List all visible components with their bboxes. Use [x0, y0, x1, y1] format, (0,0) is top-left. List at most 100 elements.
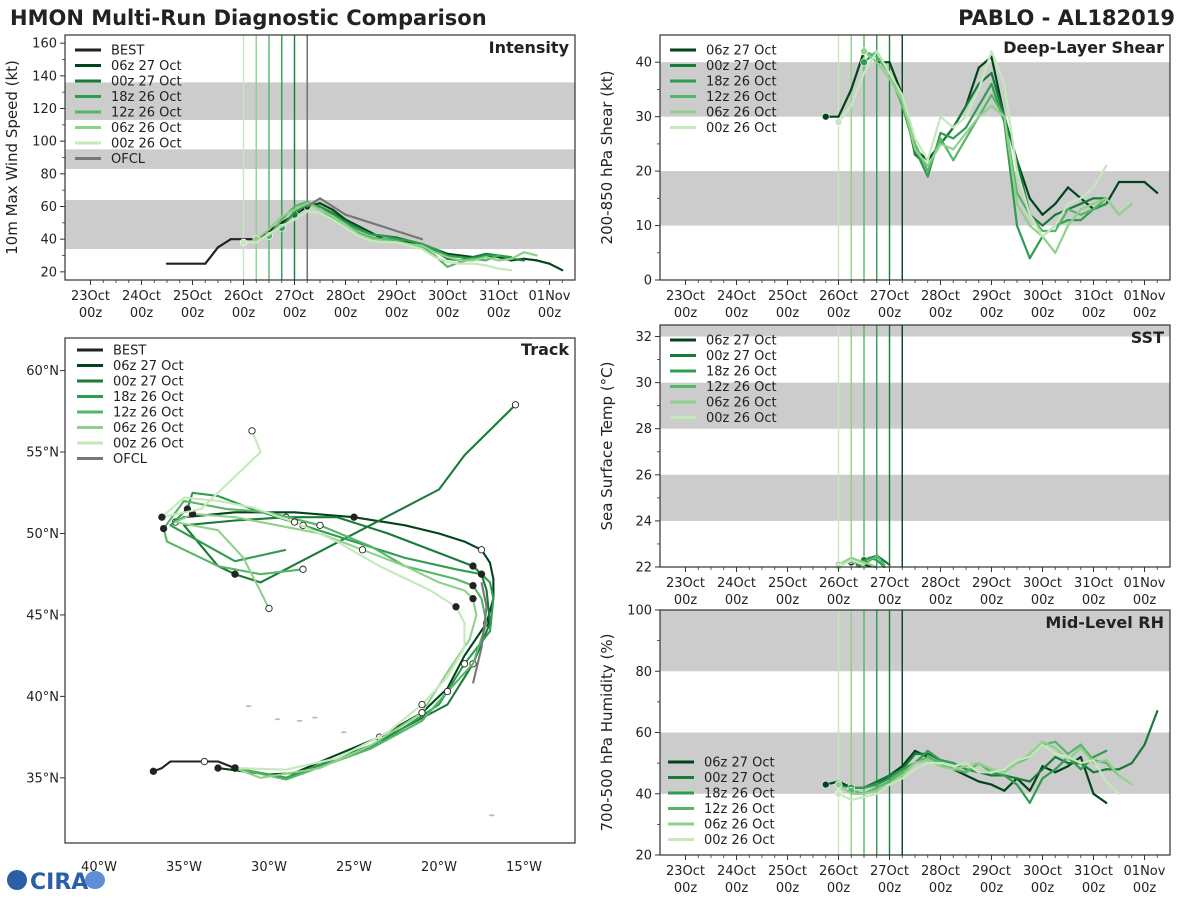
- lat-tick-label: 35°N: [26, 771, 59, 786]
- data-point: [1117, 180, 1121, 184]
- data-point: [1079, 202, 1082, 205]
- data-point: [1130, 202, 1133, 205]
- x-tick-hour: 00z: [776, 306, 800, 321]
- data-point: [939, 758, 942, 762]
- data-point: [344, 213, 347, 216]
- data-point: [1105, 202, 1108, 205]
- data-point: [913, 752, 917, 756]
- data-point: [1079, 743, 1082, 746]
- x-tick-hour: 00z: [1133, 593, 1157, 608]
- data-point: [888, 61, 891, 64]
- data-point: [888, 783, 891, 786]
- track-point: [290, 518, 299, 526]
- x-tick-date: 26Oct: [819, 864, 858, 879]
- data-point: [850, 88, 853, 91]
- legend-label: 06z 26 Oct: [706, 106, 777, 121]
- data-point: [1028, 789, 1031, 792]
- x-tick-hour: 00z: [538, 306, 562, 321]
- data-point: [318, 205, 322, 208]
- data-point: [1015, 170, 1019, 173]
- x-tick-hour: 00z: [1031, 306, 1055, 321]
- data-point: [964, 768, 968, 771]
- x-tick-date: 25Oct: [768, 864, 807, 879]
- data-point: [901, 768, 904, 771]
- data-point: [344, 226, 347, 229]
- track-point: [358, 546, 367, 554]
- data-point: [1105, 801, 1108, 805]
- x-tick-hour: 00z: [436, 306, 460, 321]
- data-point: [1003, 82, 1006, 86]
- init-marker: [834, 780, 843, 789]
- init-marker: [821, 780, 830, 789]
- track-point: [299, 565, 307, 573]
- legend-label: 12z 26 Oct: [111, 106, 182, 121]
- data-point: [1130, 180, 1133, 184]
- x-tick-date: 24Oct: [717, 289, 756, 304]
- data-point: [952, 126, 955, 129]
- y-tick-label: 60: [635, 726, 652, 741]
- shade-band: [660, 474, 1170, 521]
- x-tick-hour: 00z: [878, 593, 902, 608]
- data-point: [952, 159, 955, 162]
- data-point: [280, 218, 283, 221]
- x-tick-date: 31Oct: [1074, 289, 1113, 304]
- data-point: [1092, 186, 1095, 189]
- y-tick-label: 26: [635, 468, 652, 483]
- x-tick-date: 31Oct: [1074, 576, 1113, 591]
- x-tick-hour: 00z: [674, 306, 698, 321]
- data-point: [369, 221, 373, 224]
- data-point: [888, 774, 891, 777]
- x-tick-hour: 00z: [487, 306, 511, 321]
- data-point: [901, 774, 904, 777]
- x-tick-date: 25Oct: [173, 289, 212, 304]
- lat-tick-label: 40°N: [26, 690, 59, 705]
- data-point: [862, 795, 866, 798]
- legend-label: BEST: [113, 344, 146, 359]
- x-tick-hour: 00z: [776, 593, 800, 608]
- data-point: [382, 241, 385, 244]
- legend-label: 18z 26 Oct: [113, 390, 184, 405]
- init-marker: [834, 789, 843, 798]
- series-line: [851, 740, 1120, 795]
- storm-id: PABLO - AL182019: [958, 6, 1175, 30]
- x-tick-hour: 00z: [725, 593, 749, 608]
- track-point: [265, 604, 273, 613]
- legend-label: 06z 27 Oct: [113, 359, 184, 374]
- data-point: [990, 771, 993, 774]
- data-point: [1003, 789, 1006, 792]
- data-point: [977, 66, 980, 69]
- data-point: [1105, 780, 1108, 783]
- data-point: [862, 563, 866, 566]
- data-point: [433, 247, 436, 251]
- x-tick-date: 28Oct: [921, 864, 960, 879]
- data-point: [1079, 213, 1082, 216]
- init-marker: [860, 47, 868, 56]
- data-point: [1105, 749, 1108, 752]
- data-point: [1066, 752, 1070, 756]
- data-point: [1003, 115, 1006, 118]
- data-point: [1003, 771, 1006, 774]
- x-tick-hour: 00z: [1031, 593, 1055, 608]
- data-point: [862, 792, 866, 795]
- legend-label: 00z 27 Oct: [706, 59, 777, 74]
- data-point: [862, 561, 866, 564]
- legend-label: 00z 26 Oct: [706, 411, 777, 426]
- data-point: [913, 749, 917, 752]
- data-point: [952, 768, 955, 771]
- data-point: [318, 202, 322, 205]
- legend-label: 00z 26 Oct: [704, 833, 775, 848]
- init-marker: [860, 58, 868, 67]
- x-tick-hour: 00z: [1082, 306, 1106, 321]
- x-tick-date: 30Oct: [1023, 576, 1062, 591]
- x-tick-hour: 00z: [674, 881, 698, 896]
- x-tick-hour: 00z: [1082, 881, 1106, 896]
- track-point: [159, 524, 168, 533]
- legend-label: 00z 26 Oct: [111, 137, 182, 152]
- data-point: [952, 765, 955, 768]
- lon-tick-label: 20°W: [421, 860, 457, 875]
- panel-title: Deep-Layer Shear: [1003, 38, 1164, 57]
- data-point: [369, 239, 373, 242]
- data-point: [1066, 758, 1070, 762]
- legend-label: 00z 26 Oct: [706, 121, 777, 136]
- y-tick-label: 120: [32, 102, 57, 117]
